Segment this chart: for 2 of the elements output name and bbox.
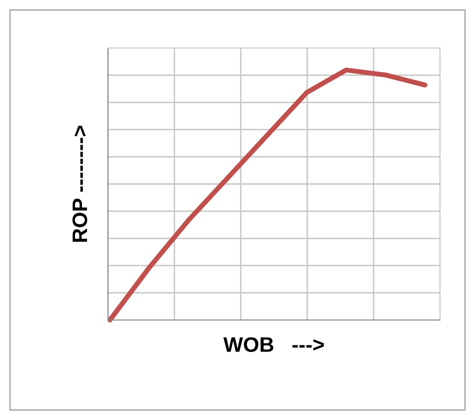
x-axis-title: WOB ---> (223, 337, 324, 352)
y-axis-title: ROP --------> (72, 126, 88, 242)
